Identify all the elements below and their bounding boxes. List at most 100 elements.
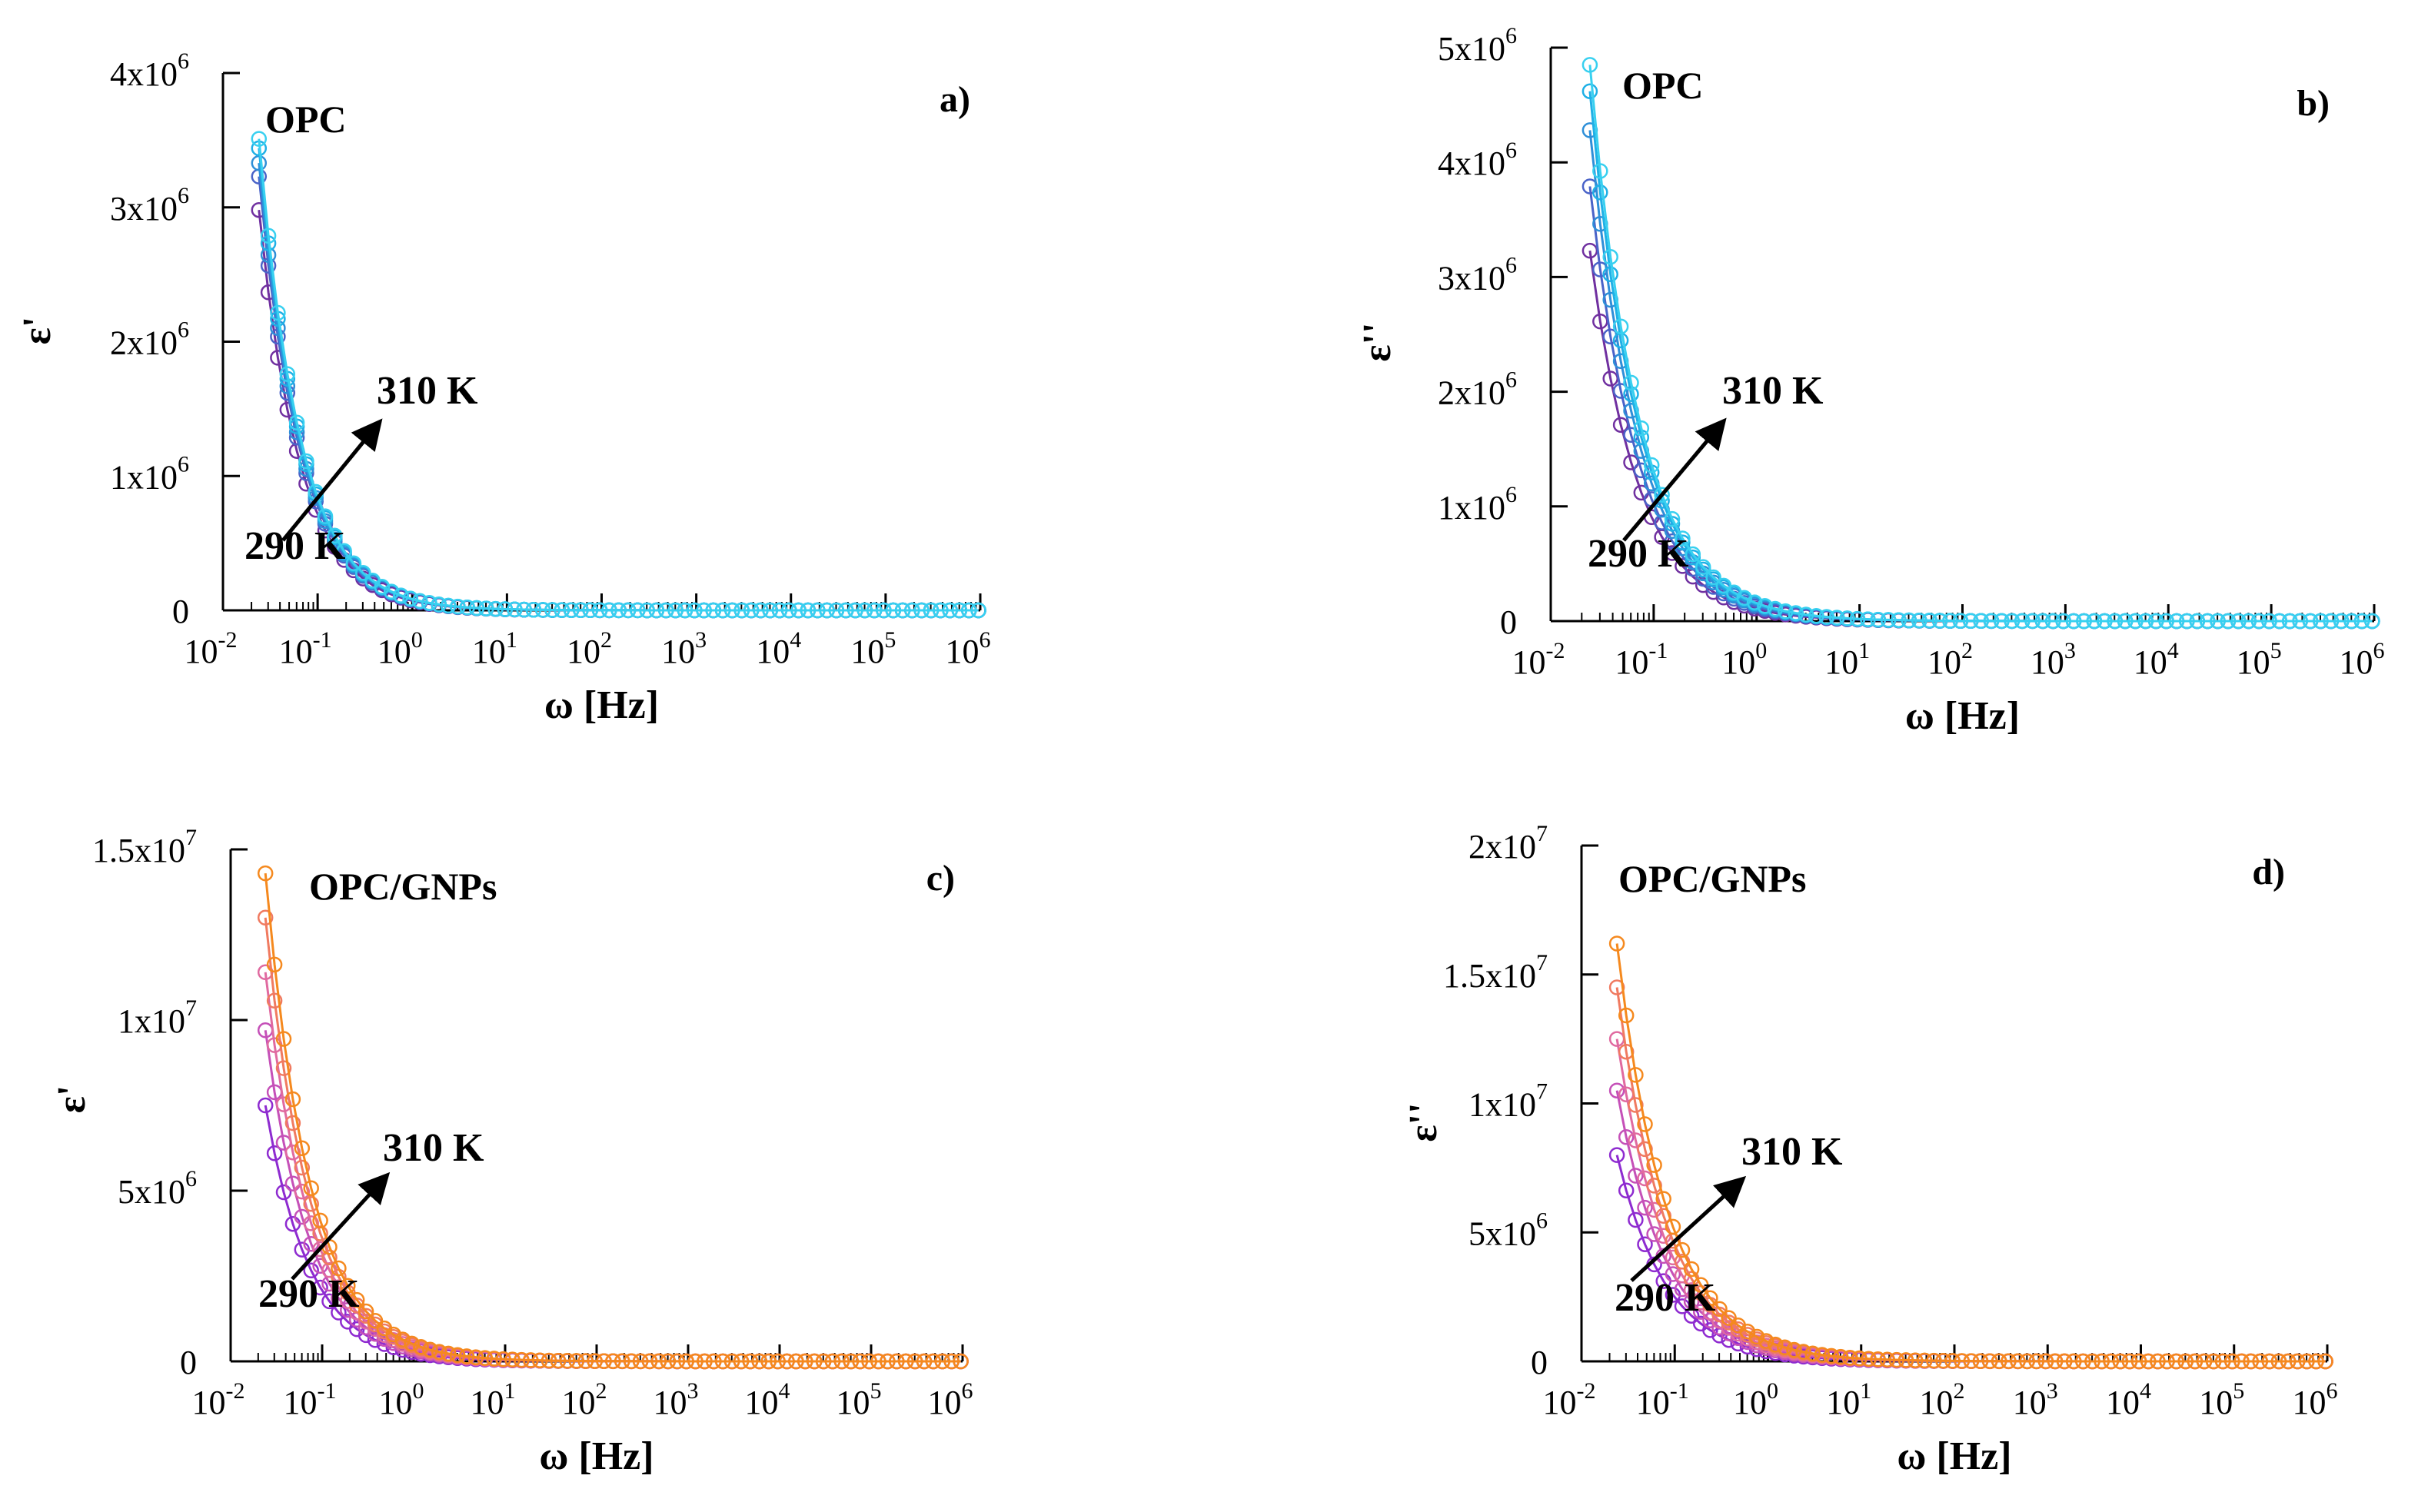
x-tick-label: 101	[1824, 638, 1870, 681]
data-point	[596, 1353, 612, 1369]
series-300-K	[251, 155, 986, 619]
data-point	[632, 1353, 649, 1370]
data-point	[275, 1060, 292, 1076]
data-point	[504, 1351, 521, 1367]
data-point	[1897, 1352, 1914, 1368]
x-axis-label: ω [Hz]	[539, 1434, 654, 1478]
x-axis-label: ω [Hz]	[1905, 694, 2020, 738]
data-point	[312, 1212, 328, 1229]
data-point	[534, 602, 551, 618]
data-point	[2137, 613, 2154, 630]
data-point	[2282, 613, 2298, 630]
data-point	[2317, 1353, 2333, 1370]
x-tick-label: 101	[1826, 1378, 1871, 1421]
x-tick-label: 103	[2031, 638, 2076, 681]
x-tick-label: 102	[1920, 1378, 1965, 1421]
data-point	[2353, 613, 2370, 630]
data-point	[1633, 420, 1650, 437]
data-point	[1952, 613, 1969, 629]
annotation-290k: 290 K	[258, 1272, 360, 1316]
y-tick-label: 4x106	[1438, 138, 1517, 182]
data-point	[1628, 1168, 1644, 1184]
data-point	[1888, 1351, 1905, 1368]
data-point	[790, 602, 807, 619]
data-point	[2150, 1353, 2166, 1370]
data-point	[1675, 530, 1691, 547]
data-point	[916, 1353, 933, 1370]
data-point	[1608, 1082, 1625, 1098]
data-point	[1695, 559, 1711, 575]
data-point	[431, 596, 447, 613]
data-point	[2097, 613, 2113, 630]
data-point	[1608, 1147, 1625, 1163]
data-point	[880, 1353, 896, 1370]
data-point	[1748, 1328, 1765, 1345]
data-point	[523, 1352, 539, 1368]
data-point	[358, 1303, 374, 1320]
data-point	[1860, 611, 1876, 627]
x-tick-label: 10-2	[192, 1378, 245, 1421]
sample-title: OPC	[1622, 64, 1704, 107]
data-point	[2047, 1353, 2064, 1370]
data-point	[614, 1353, 630, 1370]
data-point	[2187, 1353, 2203, 1370]
data-point	[2014, 613, 2031, 630]
data-point	[478, 600, 494, 616]
data-point	[1861, 1351, 1877, 1367]
x-tick-label: 10-2	[1512, 638, 1565, 681]
x-tick-label: 10-1	[284, 1378, 337, 1421]
data-point	[275, 1184, 292, 1201]
data-point	[2159, 1353, 2175, 1370]
x-tick-label: 105	[850, 627, 896, 670]
x-tick-label: 103	[2013, 1378, 2058, 1421]
data-point	[650, 1353, 667, 1370]
y-axis-label: ε'	[50, 1085, 94, 1114]
data-point	[573, 602, 589, 619]
data-point	[866, 602, 883, 619]
x-tick-label: 105	[2237, 638, 2282, 681]
data-point	[2199, 613, 2216, 630]
data-point	[800, 602, 817, 619]
annotation-310k: 310 K	[1741, 1130, 1843, 1174]
data-point	[294, 1159, 311, 1176]
data-point	[1637, 1141, 1653, 1158]
data-point	[2243, 1353, 2259, 1370]
series-310-K	[1582, 57, 2380, 630]
data-point	[1623, 374, 1639, 391]
data-point	[582, 602, 599, 619]
data-point	[355, 565, 371, 581]
data-point	[697, 1353, 713, 1370]
data-point	[1778, 603, 1794, 620]
data-point	[1879, 1351, 1895, 1367]
data-point	[1828, 610, 1845, 626]
y-tick-label: 0	[180, 1344, 197, 1381]
data-point	[2065, 613, 2082, 630]
data-point	[781, 602, 797, 619]
data-point	[1832, 1348, 1849, 1365]
data-point	[2240, 613, 2257, 630]
data-point	[394, 1331, 411, 1348]
data-point	[2158, 613, 2174, 630]
data-point	[856, 602, 873, 619]
data-point	[2214, 1353, 2231, 1370]
data-point	[2037, 1353, 2054, 1370]
data-point	[1643, 457, 1660, 474]
data-point	[806, 1353, 823, 1370]
x-tick-label: 10-1	[1636, 1378, 1689, 1421]
data-point	[402, 590, 419, 606]
data-point	[913, 602, 930, 619]
data-point	[374, 579, 391, 595]
data-point	[2076, 613, 2092, 630]
data-point	[667, 602, 683, 619]
chart-panel-b: 10-2 10-1 100 101 102 103 104 105 106 0 1x106 2x106…	[1355, 23, 2385, 738]
data-point	[440, 1345, 457, 1362]
data-point	[2045, 613, 2061, 630]
data-point	[1972, 1353, 1989, 1369]
data-point	[1841, 1349, 1858, 1366]
data-point	[1921, 613, 1937, 629]
data-point	[2168, 613, 2185, 630]
data-point	[2107, 613, 2123, 630]
data-point	[686, 602, 703, 619]
data-point	[2004, 613, 2021, 630]
data-point	[824, 1353, 841, 1370]
